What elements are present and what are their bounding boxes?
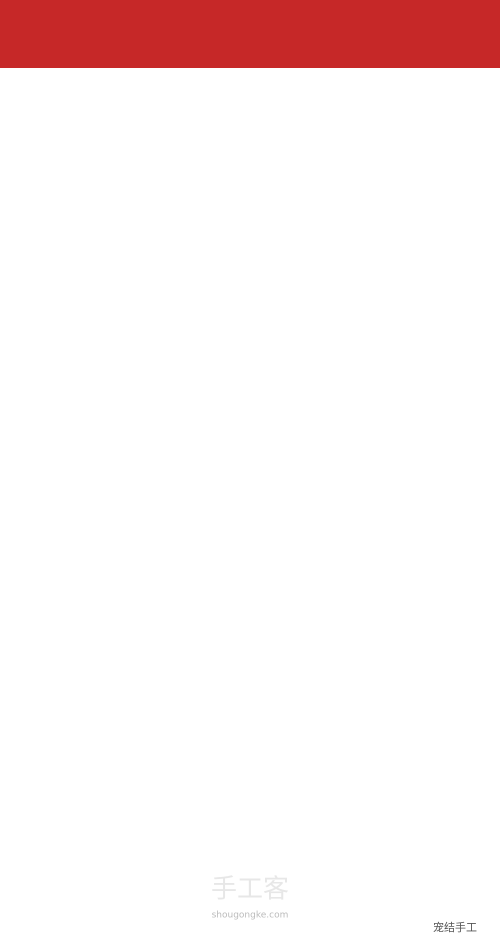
watermark-logo: 手工客: [211, 875, 289, 905]
preview-band: [0, 0, 500, 68]
credit: 宠结手工: [433, 920, 477, 934]
watermark: shougongke.com: [212, 911, 289, 921]
